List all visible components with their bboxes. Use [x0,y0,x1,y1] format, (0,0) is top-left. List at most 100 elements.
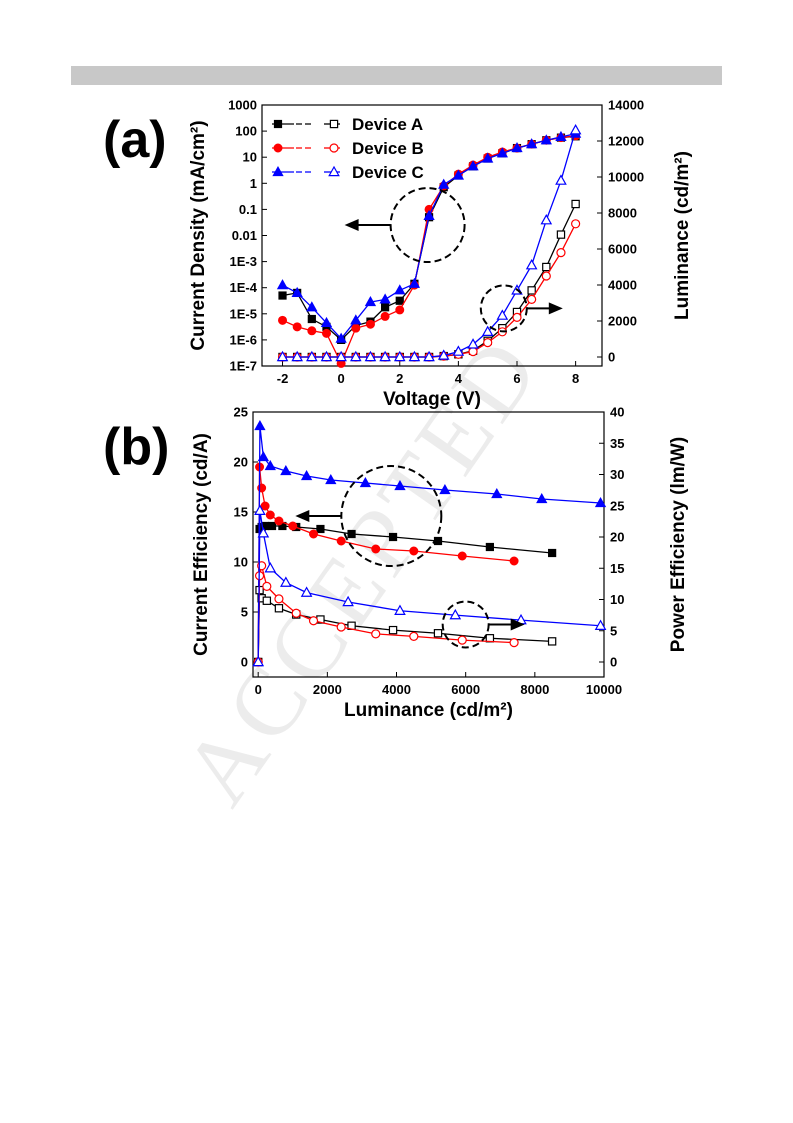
data-point-device-c-left [320,316,333,328]
y-right-tick-label: 0 [608,350,615,365]
series-device-b-left [278,131,581,368]
x-tick-label: 6 [513,371,520,386]
x-tick-label: -2 [277,371,289,386]
series-line-device-a-left [257,525,553,663]
data-point-device-c-left [254,419,266,431]
data-point-device-c-left [540,134,552,145]
y-left-tick-label: 1E-4 [230,280,258,295]
y-left-tick-label: 1000 [228,98,257,113]
data-point-device-b-left [265,510,275,520]
data-point-device-a-left [395,296,404,305]
x-tick-label: 0 [338,371,345,386]
data-point-device-b-right [371,629,381,639]
panel-label: (a) [103,111,167,169]
data-point-device-b-left [457,551,467,561]
data-point-device-b-left [292,322,302,332]
data-point-device-c-left [359,476,372,488]
legend-label-device-c: Device C [352,163,424,182]
y-right-tick-label: 25 [610,498,624,513]
data-point-device-a-left [381,303,390,312]
x-tick-label: 4 [455,371,463,386]
data-point-device-b-right [509,638,519,648]
data-point-device-a-right [433,629,443,638]
y-left-axis-title: Current Density (mA/cm²) [188,120,209,350]
annotation-right-arrow-head [510,618,525,631]
data-point-device-c-right [364,350,377,362]
data-point-device-c-right [320,350,333,362]
series-device-c-right [252,504,607,667]
x-tick-label: 8 [572,371,579,386]
data-point-device-c-right [452,345,465,356]
data-point-device-b-right [457,635,467,645]
y-right-tick-label: 6000 [608,242,637,257]
data-point-device-b-left [274,516,284,526]
data-point-device-c-left [350,314,362,325]
x-axis-title: Voltage (V) [383,389,481,410]
data-point-device-a-right [556,230,566,239]
series-device-a-right [253,585,557,667]
data-point-device-a-left [316,524,325,534]
data-point-device-c-left [364,296,377,307]
data-point-device-c-right [569,123,582,135]
data-point-device-c-left [423,209,435,221]
y-left-tick-label: 1E-5 [230,306,257,321]
data-point-device-b-right [571,219,581,229]
data-point-device-c-left [467,160,479,171]
y-right-tick-label: 10 [610,592,624,607]
x-tick-label: 2 [396,371,403,386]
data-point-device-a-left [548,548,557,558]
data-point-device-b-right [336,622,346,632]
x-tick-label: 8000 [520,682,549,697]
data-point-device-a-right [547,637,557,646]
data-point-device-b-right [274,594,284,604]
y-right-tick-label: 0 [610,655,617,670]
series-device-a-left [278,132,580,344]
data-point-device-c-right [280,576,292,587]
y-left-tick-label: 0.01 [232,228,257,243]
y-right-tick-label: 12000 [608,134,644,149]
data-point-device-c-right [335,350,347,362]
legend-marker-filled-device-c [272,165,284,177]
y-right-tick-label: 15 [610,561,624,576]
y-left-tick-label: 1E-6 [230,332,257,347]
data-point-device-c-left [511,142,523,153]
data-point-device-c-left [491,487,503,499]
x-tick-label: 4000 [382,682,411,697]
y-left-tick-label: 0 [241,655,248,670]
y-left-tick-label: 25 [234,405,248,420]
panel-label: (b) [103,418,169,476]
data-point-device-c-left [264,459,276,471]
data-point-device-c-left [394,479,406,491]
legend-marker-open-device-b [329,143,339,153]
legend-marker-open-device-a [329,119,339,129]
series-device-b-left [253,462,519,667]
y-right-tick-label: 35 [610,436,624,451]
legend-label-device-a: Device A [352,115,423,134]
data-point-device-c-left [300,469,313,481]
y-right-axis-title: Power Efficiency (lm/W) [668,437,689,652]
data-point-device-b-left [380,311,390,321]
data-point-device-b-right [556,248,566,258]
data-point-device-b-left [278,315,288,325]
data-point-device-c-right [300,586,313,597]
y-right-tick-label: 8000 [608,206,637,221]
data-point-device-c-right [291,350,303,362]
data-point-device-c-right [342,595,354,607]
legend: Device A Device B Device C [272,115,424,182]
data-point-device-b-right [308,616,319,626]
data-point-device-b-left [309,529,319,539]
data-point-device-c-right [594,619,607,630]
data-point-device-c-left [379,293,391,304]
data-point-device-b-right [527,294,537,304]
data-point-device-c-right [555,174,567,185]
data-point-device-c-right [394,604,406,615]
plot-frame [252,411,605,678]
y-right-axis-title: Luminance (cd/m²) [672,151,693,320]
data-point-device-c-right [264,562,277,573]
series-line-device-b-left [257,466,515,663]
data-point-device-b-right [291,608,301,618]
legend-marker-filled-device-b [273,143,283,153]
series-device-c-left [276,127,582,343]
data-point-device-b-left [321,328,331,338]
y-right-tick-label: 4000 [608,278,637,293]
